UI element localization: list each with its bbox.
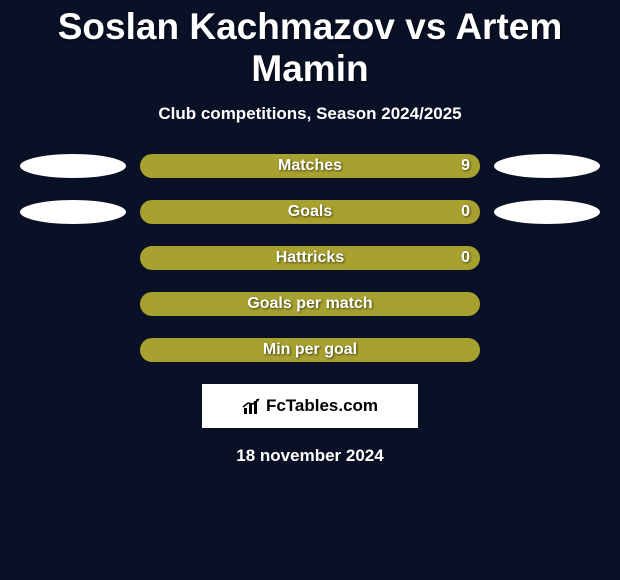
- chart-icon: [242, 398, 262, 414]
- stat-bar: Hattricks 0: [140, 246, 480, 270]
- page-title: Soslan Kachmazov vs Artem Mamin: [0, 0, 620, 90]
- left-ellipse: [20, 246, 126, 270]
- stat-row: Matches 9: [0, 154, 620, 178]
- left-ellipse: [20, 292, 126, 316]
- right-ellipse: [494, 154, 600, 178]
- stat-bar: Goals 0: [140, 200, 480, 224]
- stat-value: 9: [461, 157, 470, 175]
- season-subtitle: Club competitions, Season 2024/2025: [0, 104, 620, 124]
- stat-row: Min per goal: [0, 338, 620, 362]
- stat-label: Matches: [278, 157, 342, 175]
- logo-text: FcTables.com: [266, 396, 378, 416]
- left-ellipse: [20, 154, 126, 178]
- right-ellipse: [494, 246, 600, 270]
- left-ellipse: [20, 338, 126, 362]
- stat-value: 0: [461, 249, 470, 267]
- stat-bar: Goals per match: [140, 292, 480, 316]
- stat-row: Goals per match: [0, 292, 620, 316]
- stat-label: Goals per match: [247, 295, 372, 313]
- stat-row: Hattricks 0: [0, 246, 620, 270]
- stat-row: Goals 0: [0, 200, 620, 224]
- date-label: 18 november 2024: [0, 446, 620, 466]
- stat-label: Min per goal: [263, 341, 357, 359]
- stat-value: 0: [461, 203, 470, 221]
- stat-bar: Min per goal: [140, 338, 480, 362]
- right-ellipse: [494, 338, 600, 362]
- right-ellipse: [494, 200, 600, 224]
- stat-label: Hattricks: [276, 249, 344, 267]
- left-ellipse: [20, 200, 126, 224]
- right-ellipse: [494, 292, 600, 316]
- stats-rows: Matches 9 Goals 0 Hattricks 0 Goals per match M…: [0, 154, 620, 362]
- stat-label: Goals: [288, 203, 332, 221]
- logo-box: FcTables.com: [202, 384, 418, 428]
- stat-bar: Matches 9: [140, 154, 480, 178]
